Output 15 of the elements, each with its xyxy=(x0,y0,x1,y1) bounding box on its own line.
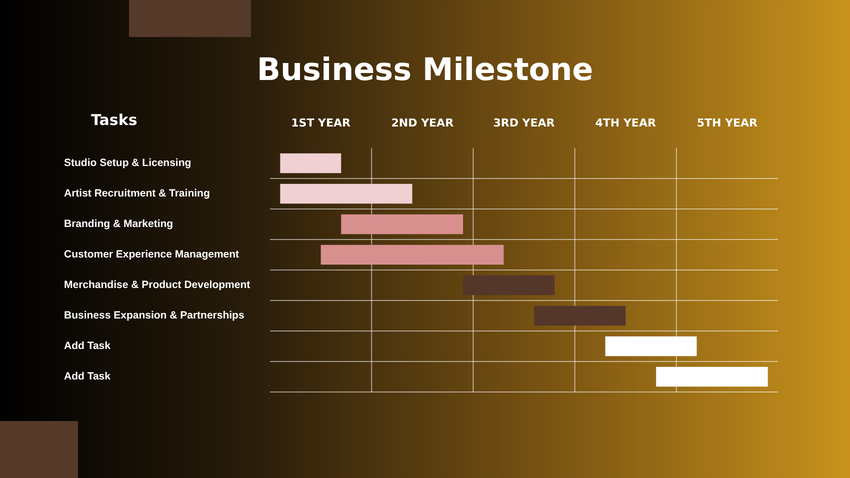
y-tick-label: Merchandise & Product Development xyxy=(64,279,251,292)
x-tick-label: 4TH YEAR xyxy=(595,116,656,130)
x-tick-label: 5TH YEAR xyxy=(696,116,758,130)
y-tick-label: Add Task xyxy=(64,340,111,352)
x-tick-label: 2ND YEAR xyxy=(391,116,454,130)
y-tick-label: Add Task xyxy=(64,370,111,383)
chart-title: Business Milestone xyxy=(256,52,594,88)
y-axis-title: Tasks xyxy=(91,111,138,129)
y-tick-label: Branding & Marketing xyxy=(64,218,174,230)
y-tick-label: Studio Setup & Licensing xyxy=(64,157,192,170)
x-tick-label: 1ST YEAR xyxy=(291,116,352,130)
y-tick-label: Artist Recruitment & Training xyxy=(64,188,210,200)
y-tick-label: Customer Experience Management xyxy=(64,248,240,261)
y-tick-label: Business Expansion & Partnerships xyxy=(64,310,244,322)
x-tick-label: 3RD YEAR xyxy=(493,116,556,130)
